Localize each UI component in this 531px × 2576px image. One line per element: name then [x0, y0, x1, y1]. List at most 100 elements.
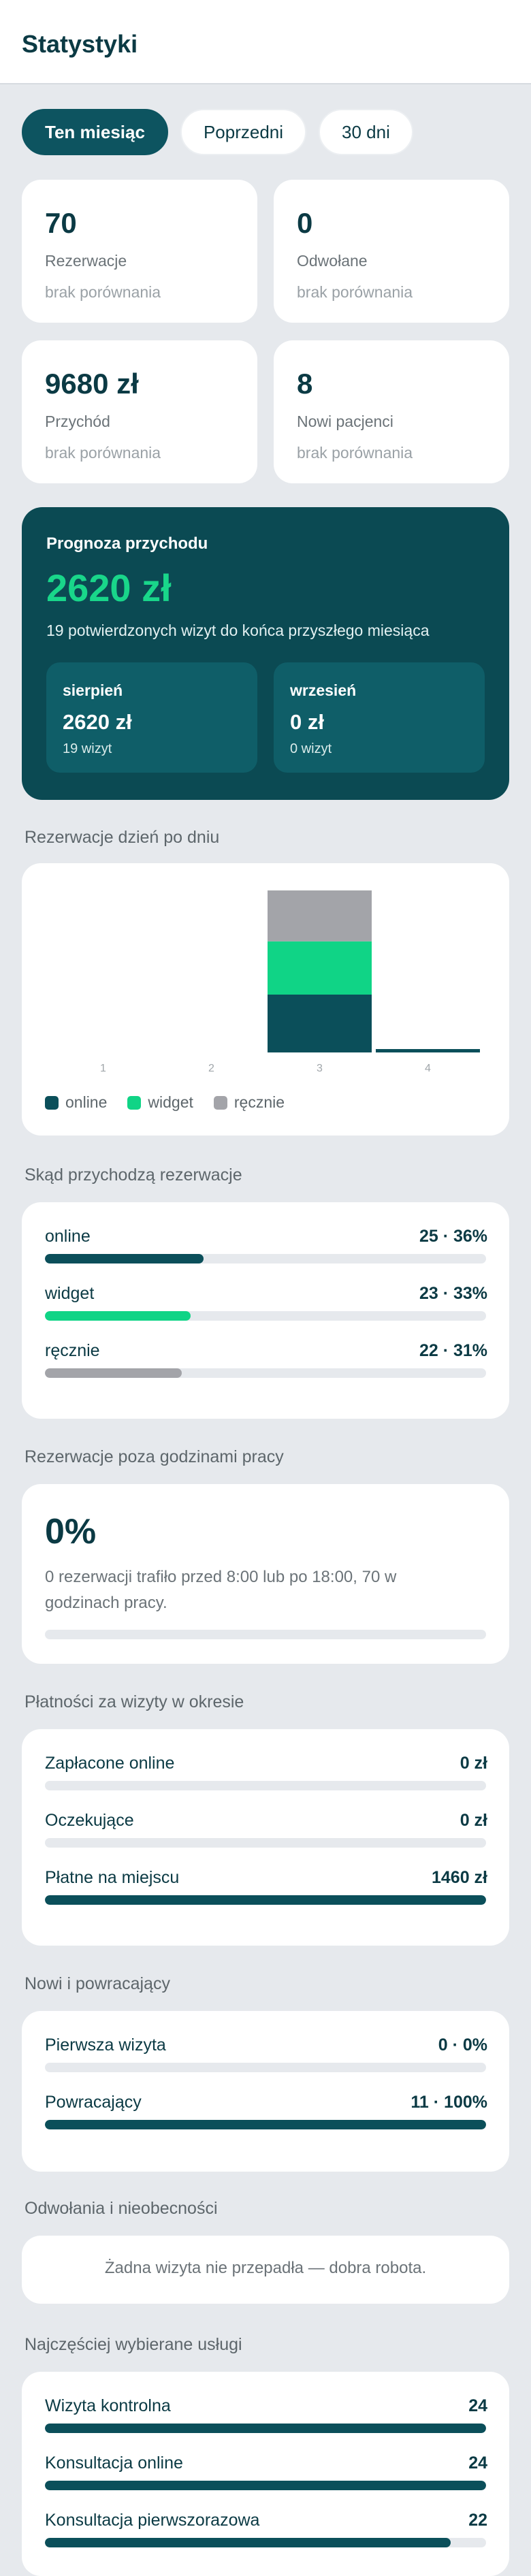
- returning-card: Pierwsza wizyta 0 · 0% Powracający 11 · …: [22, 2011, 509, 2172]
- legend-label: widget: [148, 1093, 193, 1111]
- stat-value: 70: [45, 207, 77, 239]
- service-bar-fill: [45, 2538, 451, 2547]
- noshow-card: Żadna wizyta nie przepadła — dobra robot…: [22, 2236, 509, 2304]
- stat-card-cancelled: 0 Odwołane brak porównania: [274, 180, 509, 323]
- chart-legend: online widget ręcznie: [45, 1093, 285, 1112]
- forecast-month-visits: 0 wizyt: [290, 741, 332, 756]
- payment-bar: [45, 1838, 486, 1848]
- section-title-returning: Nowi i powracający: [25, 1974, 170, 1993]
- offhours-bar: [45, 1630, 486, 1639]
- period-tabs: Ten miesiąc Poprzedni 30 dni: [22, 109, 413, 155]
- forecast-value: 2620 zł: [46, 566, 172, 609]
- offhours-text: 0 rezerwacji trafiło przed 8:00 lub po 1…: [45, 1568, 397, 1612]
- returning-bar: [45, 2063, 486, 2072]
- x-tick-label: 2: [208, 1063, 214, 1074]
- section-title-offhours: Rezerwacje poza godzinami pracy: [25, 1447, 284, 1466]
- sources-card: online 25 · 36% widget 23 · 33% ręcznie …: [22, 1202, 509, 1419]
- section-title-services: Najczęściej wybierane usługi: [25, 2335, 242, 2354]
- legend-swatch: [45, 1095, 59, 1110]
- forecast-month-visits: 19 wizyt: [63, 741, 112, 756]
- legend-swatch: [127, 1095, 142, 1110]
- payments-card: Zapłacone online 0 zł Oczekujące 0 zł Pł…: [22, 1729, 509, 1946]
- legend-swatch: [213, 1095, 227, 1110]
- bar-online-3: [268, 995, 372, 1052]
- source-value: 23 · 33%: [419, 1284, 487, 1303]
- top-bar: Statystyki: [0, 0, 531, 84]
- payment-bar: [45, 1781, 486, 1790]
- stat-label: Przychód: [45, 413, 110, 430]
- source-label: ręcznie: [45, 1341, 100, 1360]
- section-title-noshow: Odwołania i nieobecności: [25, 2199, 218, 2218]
- section-title-payments: Płatności za wizyty w okresie: [25, 1692, 244, 1711]
- payment-value: 0 zł: [460, 1754, 487, 1773]
- service-bar: [45, 2424, 486, 2433]
- legend-label: online: [65, 1093, 108, 1111]
- section-title-sources: Skąd przychodzą rezerwacje: [25, 1165, 242, 1185]
- returning-label: Powracający: [45, 2093, 142, 2112]
- forecast-month-name: wrzesień: [290, 681, 357, 699]
- x-tick-label: 4: [425, 1063, 431, 1074]
- offhours-card: 0% 0 rezerwacji trafiło przed 8:00 lub p…: [22, 1484, 509, 1664]
- source-value: 22 · 31%: [419, 1341, 487, 1360]
- stat-compare: brak porównania: [297, 444, 413, 462]
- service-bar: [45, 2538, 486, 2547]
- tab-this-month[interactable]: Ten miesiąc: [22, 109, 168, 155]
- stat-value: 0: [297, 207, 313, 239]
- forecast-month-september: wrzesień 0 zł 0 wizyt: [274, 662, 485, 773]
- stat-card-bookings: 70 Rezerwacje brak porównania: [22, 180, 257, 323]
- source-label: online: [45, 1227, 91, 1246]
- stat-card-revenue: 9680 zł Przychód brak porównania: [22, 340, 257, 483]
- tab-previous[interactable]: Poprzedni: [180, 109, 307, 155]
- source-bar-fill: [45, 1254, 204, 1263]
- daily-chart-card: 1 2 3 4 online widget ręcznie: [22, 863, 509, 1136]
- x-tick-label: 1: [100, 1063, 106, 1074]
- stat-compare: brak porównania: [297, 283, 413, 301]
- service-value: 22: [468, 2511, 487, 2530]
- tab-30-days[interactable]: 30 dni: [319, 109, 413, 155]
- stat-compare: brak porównania: [45, 444, 161, 462]
- payment-value: 0 zł: [460, 1811, 487, 1830]
- payment-label: Oczekujące: [45, 1811, 134, 1830]
- returning-label: Pierwsza wizyta: [45, 2035, 166, 2055]
- payment-bar-fill: [45, 1895, 486, 1905]
- services-card: Wizyta kontrolna 24 Konsultacja online 2…: [22, 2372, 509, 2576]
- bar-widget-3: [268, 941, 372, 995]
- legend-item-online: online: [45, 1093, 107, 1112]
- service-label: Wizyta kontrolna: [45, 2396, 171, 2415]
- source-bar: [45, 1368, 486, 1378]
- legend-item-manual: ręcznie: [213, 1093, 285, 1112]
- source-bar-fill: [45, 1311, 191, 1321]
- legend-item-widget: widget: [127, 1093, 193, 1112]
- service-bar-fill: [45, 2424, 486, 2433]
- service-label: Konsultacja pierwszorazowa: [45, 2511, 260, 2530]
- payment-value: 1460 zł: [431, 1868, 487, 1887]
- payment-label: Płatne na miejscu: [45, 1868, 180, 1887]
- stat-label: Odwołane: [297, 252, 368, 270]
- stat-card-new-patients: 8 Nowi pacjenci brak porównania: [274, 340, 509, 483]
- service-value: 24: [468, 2453, 487, 2473]
- legend-label: ręcznie: [234, 1093, 285, 1111]
- stat-value: 9680 zł: [45, 368, 139, 400]
- forecast-subtitle: 19 potwierdzonych wizyt do końca przyszł…: [46, 622, 430, 639]
- service-bar: [45, 2481, 486, 2490]
- forecast-month-amount: 0 zł: [290, 710, 324, 734]
- revenue-forecast-card: Prognoza przychodu 2620 zł 19 potwierdzo…: [22, 507, 509, 800]
- section-title-daily: Rezerwacje dzień po dniu: [25, 828, 220, 847]
- stat-value: 8: [297, 368, 313, 400]
- source-label: widget: [45, 1284, 95, 1303]
- returning-bar: [45, 2120, 486, 2129]
- daily-bookings-chart: 1 2 3 4: [100, 890, 480, 1074]
- returning-bar-fill: [45, 2120, 486, 2129]
- service-value: 24: [468, 2396, 487, 2415]
- returning-value: 0 · 0%: [438, 2035, 487, 2055]
- source-bar: [45, 1254, 486, 1263]
- stat-label: Rezerwacje: [45, 252, 127, 270]
- stat-label: Nowi pacjenci: [297, 413, 393, 430]
- source-bar: [45, 1311, 486, 1321]
- page-title: Statystyki: [22, 30, 138, 58]
- stat-compare: brak porównania: [45, 283, 161, 301]
- offhours-value: 0%: [45, 1512, 97, 1551]
- service-label: Konsultacja online: [45, 2453, 183, 2473]
- forecast-month-amount: 2620 zł: [63, 710, 132, 734]
- forecast-title: Prognoza przychodu: [46, 534, 208, 553]
